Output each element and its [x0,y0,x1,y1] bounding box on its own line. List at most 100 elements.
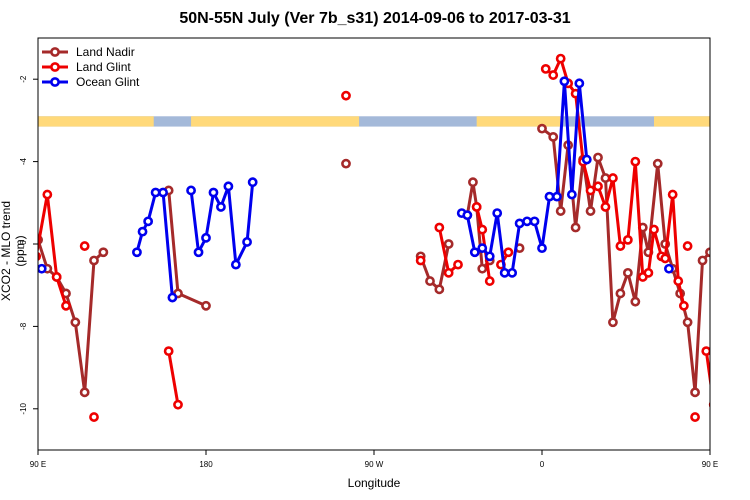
x-tick-label: 90 E [30,460,46,469]
ocean-glint-point [574,78,585,89]
ocean-glint-point [38,263,47,274]
ocean-glint-point [186,185,196,196]
land-glint-point [341,90,351,101]
ocean-glint-point [537,243,547,254]
land-nadir-point [608,317,618,328]
ocean-glint-point [484,251,495,262]
land-glint-point [608,173,618,183]
land-nadir-point [622,267,633,278]
land-nadir-point [477,263,488,274]
land-nadir-point [425,276,435,286]
ocean-glint-point [247,177,258,188]
x-tick-label: 90 E [702,460,718,469]
ocean-glint-point [492,208,503,218]
land-glint-point [443,267,454,278]
land-glint-point [42,189,53,200]
x-tick-label: 180 [199,460,213,469]
land-glint-point [415,255,426,266]
ocean-glint-point [529,216,540,227]
land-glint-point [682,241,693,251]
land-glint-point [600,202,611,212]
ocean-glint-point [158,187,168,198]
legend-marker-land-glint [50,62,60,72]
ocean-glint-point [514,218,525,229]
land-band [476,116,561,127]
land-nadir-point [89,255,99,266]
land-ocean-band [38,116,710,127]
legend-marker-ocean-glint [50,77,60,87]
land-glint-point [649,224,659,235]
land-band [191,116,360,127]
land-glint-line [167,350,180,405]
ocean-glint-point [132,247,142,258]
ocean-glint-point [566,189,577,200]
land-glint-point [471,202,482,212]
land-nadir-point [682,317,693,328]
land-nadir-point [537,123,547,134]
y-tick-label: -6 [19,240,28,248]
land-glint-point [622,234,633,245]
land-nadir-point [443,239,454,249]
series-layer [38,53,710,422]
land-nadir-point [201,300,211,311]
chart-title: 50N-55N July (Ver 7b_s31) 2014-09-06 to … [179,10,571,27]
land-glint-point [690,412,700,422]
ocean-glint-point [581,154,592,165]
land-glint-line [38,193,68,307]
legend-marker-land-nadir [50,47,60,57]
x-tick-label: 90 W [365,460,384,469]
land-nadir-point [690,387,700,398]
ocean-glint-point [223,181,234,192]
ocean-band [38,116,710,127]
land-glint-point [555,53,566,64]
land-glint-point [484,276,495,286]
ocean-glint-point [137,226,148,237]
land-glint-point [173,399,183,410]
land-glint-point [163,346,174,357]
land-nadir-line [541,127,710,394]
land-glint-point [434,222,445,233]
land-nadir-point [548,131,559,142]
land-glint-point [667,189,678,200]
land-glint-point [643,267,654,278]
ocean-glint-point [230,259,241,270]
land-glint-point [701,346,710,357]
ocean-glint-point [499,267,510,278]
ocean-glint-point [193,247,204,258]
land-nadir-point [98,247,109,258]
land-glint-point [540,64,551,74]
land-glint-point [79,241,90,251]
land-glint-point [678,300,689,311]
land-nadir-point [705,247,710,258]
ocean-glint-point [507,267,518,278]
ocean-glint-point [552,191,562,202]
land-nadir-point [434,284,445,295]
axes: 90 E 180 90 W 0 90 E -2 -4 -6 -8 -10 [19,75,718,469]
ocean-glint-point [559,76,570,87]
ocean-glint-point [150,187,161,198]
land-nadir-point [570,222,581,233]
land-glint-point [61,300,71,311]
y-tick-label: -4 [19,157,28,165]
land-band [38,116,154,127]
ocean-glint-point [242,237,252,247]
land-nadir-point [652,158,663,169]
y-tick-label: -2 [19,75,28,83]
land-glint-point [708,401,710,408]
land-nadir-point [697,255,708,266]
land-nadir-point [70,317,81,328]
ocean-glint-point [469,247,480,258]
land-glint-point [593,181,603,192]
ocean-glint-point [544,191,555,202]
ocean-glint-point [462,210,473,221]
land-nadir-point [615,288,626,299]
ocean-glint-point [477,243,488,254]
ocean-glint-point [208,187,219,198]
land-nadir-point [593,152,603,163]
ocean-glint-point [143,216,154,227]
land-glint-point [585,185,596,196]
land-glint-point [38,251,42,261]
land-glint-point [630,156,641,167]
